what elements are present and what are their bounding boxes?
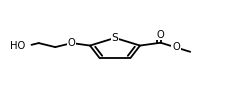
Text: S: S: [111, 33, 118, 43]
Text: O: O: [156, 30, 164, 40]
Text: O: O: [172, 42, 179, 52]
Text: O: O: [68, 38, 75, 48]
Text: HO: HO: [10, 41, 25, 51]
